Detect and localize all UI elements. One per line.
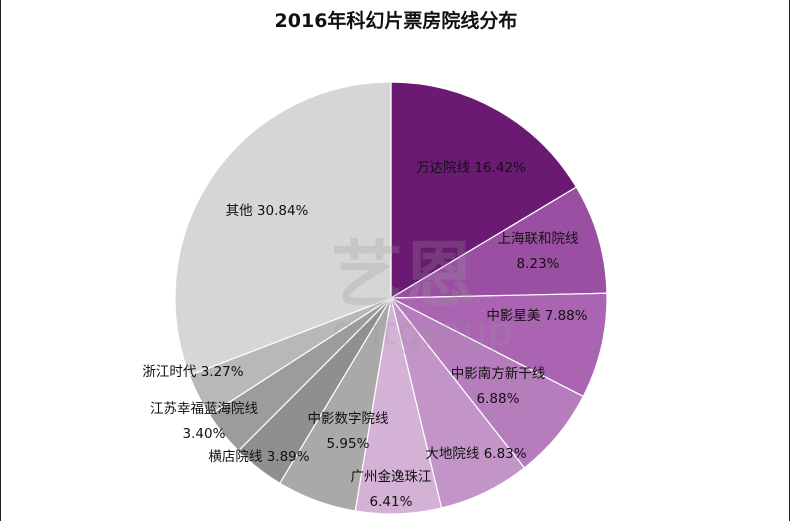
watermark-logo: 艺恩 — [331, 233, 475, 317]
pie-slice — [390, 81, 578, 300]
pie-slice — [390, 292, 608, 398]
slice-label: 万达院线 16.42% — [416, 160, 526, 176]
slice-label: 中影星美 7.88% — [486, 308, 587, 324]
slice-label: 横店院线 3.89% — [208, 449, 309, 465]
slice-label: 中影数字院线 5.95% — [308, 411, 389, 452]
slice-label: 江苏幸福蓝海院线 3.40% — [150, 401, 258, 442]
chart-title: 2016年科幻片票房院线分布 — [274, 10, 518, 32]
pie-slice — [388, 186, 608, 299]
slice-label: 浙江时代 3.27% — [142, 364, 243, 380]
slice-label: 上海联和院线 8.23% — [498, 231, 579, 272]
slice-label: 中影南方新干线 6.88% — [451, 366, 546, 407]
pie-slice — [174, 81, 392, 377]
slice-label: 广州金逸珠江 6.41% — [351, 469, 432, 510]
slice-label: 大地院线 6.83% — [425, 446, 526, 462]
slice-label: 其他 30.84% — [226, 203, 309, 219]
watermark-logo-text: entgroup — [331, 309, 513, 355]
